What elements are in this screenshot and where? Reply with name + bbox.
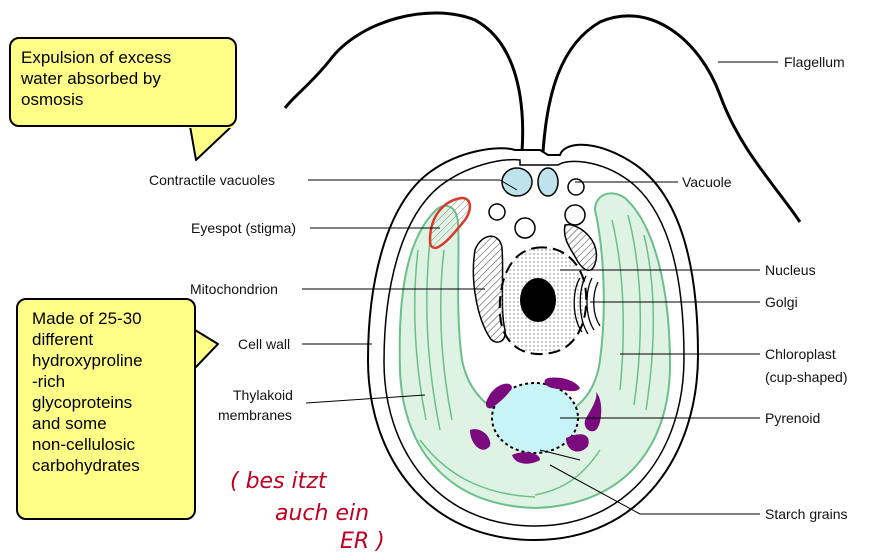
label-cell-wall: Cell wall <box>238 336 290 352</box>
contractile-vacuole-2 <box>537 167 559 197</box>
callout-left-line-6: and some <box>32 414 107 433</box>
handwriting-line-2: auch ein <box>275 501 369 526</box>
label-thylakoid-membranes: membranes <box>218 407 292 423</box>
golgi <box>573 275 601 335</box>
handwriting-line-3: ER ) <box>340 529 385 554</box>
vacuole-small-1 <box>567 178 585 196</box>
callout-cell-wall-note: Made of 25-30 different hydroxyproline -… <box>16 298 196 520</box>
label-chloroplast-shape: (cup-shaped) <box>765 369 848 385</box>
label-mitochondrion: Mitochondrion <box>190 281 278 297</box>
label-starch-grains: Starch grains <box>765 506 847 522</box>
callout-left-line-4: -rich <box>32 372 66 391</box>
callout-left-line-3: hydroxyproline <box>32 351 143 370</box>
callout-left-line-5: glycoproteins <box>32 393 133 412</box>
callout-left-line-7: non-cellulosic <box>32 435 135 454</box>
thylakoid-membranes <box>413 214 654 498</box>
vacuole-small-2 <box>488 203 506 221</box>
chloroplast <box>398 192 672 510</box>
callout-left-tail <box>194 329 219 369</box>
label-nucleus: Nucleus <box>765 262 816 278</box>
leader-lines <box>302 61 778 515</box>
flagellum-left <box>283 11 525 153</box>
starch-grains <box>470 377 602 464</box>
label-chloroplast: Chloroplast <box>765 346 836 362</box>
label-eyespot: Eyespot (stigma) <box>191 220 296 236</box>
callout-contractile-vacuole-note: Expulsion of excess water absorbed by os… <box>9 37 237 127</box>
vacuole-small-4 <box>564 204 586 226</box>
callout-left-line-1: Made of 25-30 <box>32 309 142 328</box>
flagellum-right <box>541 14 802 223</box>
label-thylakoid: Thylakoid <box>233 387 293 403</box>
label-golgi: Golgi <box>765 294 798 310</box>
callout-left-line-8: carbohydrates <box>32 456 140 475</box>
label-pyrenoid: Pyrenoid <box>765 410 820 426</box>
callout-top-line-1: Expulsion of excess <box>21 48 172 67</box>
label-vacuole: Vacuole <box>682 174 732 190</box>
vacuole-small-3 <box>514 217 536 239</box>
callout-left-line-2: different <box>32 330 94 349</box>
label-flagellum: Flagellum <box>784 54 845 70</box>
label-contractile-vacuoles: Contractile vacuoles <box>149 172 275 188</box>
callout-top-line-3: osmosis <box>21 90 84 109</box>
handwriting-line-1: ( bes itzt <box>230 469 328 494</box>
contractile-vacuole-1 <box>501 167 533 197</box>
callout-top-tail <box>189 125 233 161</box>
eyespot <box>428 196 472 250</box>
nucleolus <box>520 278 556 322</box>
callout-top-line-2: water absorbed by <box>21 69 161 88</box>
